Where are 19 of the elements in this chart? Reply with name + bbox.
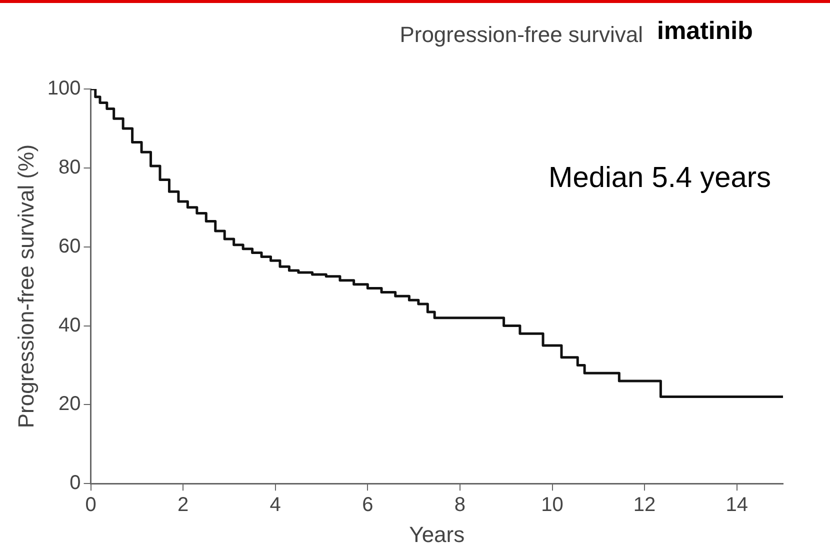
y-tick-label: 100 (47, 78, 81, 100)
x-tick-label: 8 (454, 494, 466, 516)
x-tick-label: 0 (85, 494, 96, 516)
x-tick-label: 14 (726, 494, 748, 516)
x-tick-label: 2 (178, 494, 189, 516)
y-tick-label: 60 (58, 235, 81, 258)
y-axis-title: Progression-free survival (%) (13, 144, 38, 428)
x-tick-label: 6 (362, 494, 374, 516)
y-tick-label: 20 (58, 393, 81, 416)
chart-title: Progression-free survival (400, 22, 643, 48)
text: imatinib (657, 16, 753, 45)
x-tick-label: 12 (633, 494, 656, 516)
y-tick-label: 0 (70, 472, 81, 494)
y-tick-label: 40 (58, 314, 81, 336)
y-tick-label: 80 (58, 156, 81, 178)
annotation: Median 5.4 years (548, 162, 771, 194)
x-tick-label: 10 (541, 494, 564, 516)
x-tick-label: 4 (270, 494, 281, 516)
x-axis-title: Years (409, 522, 465, 547)
